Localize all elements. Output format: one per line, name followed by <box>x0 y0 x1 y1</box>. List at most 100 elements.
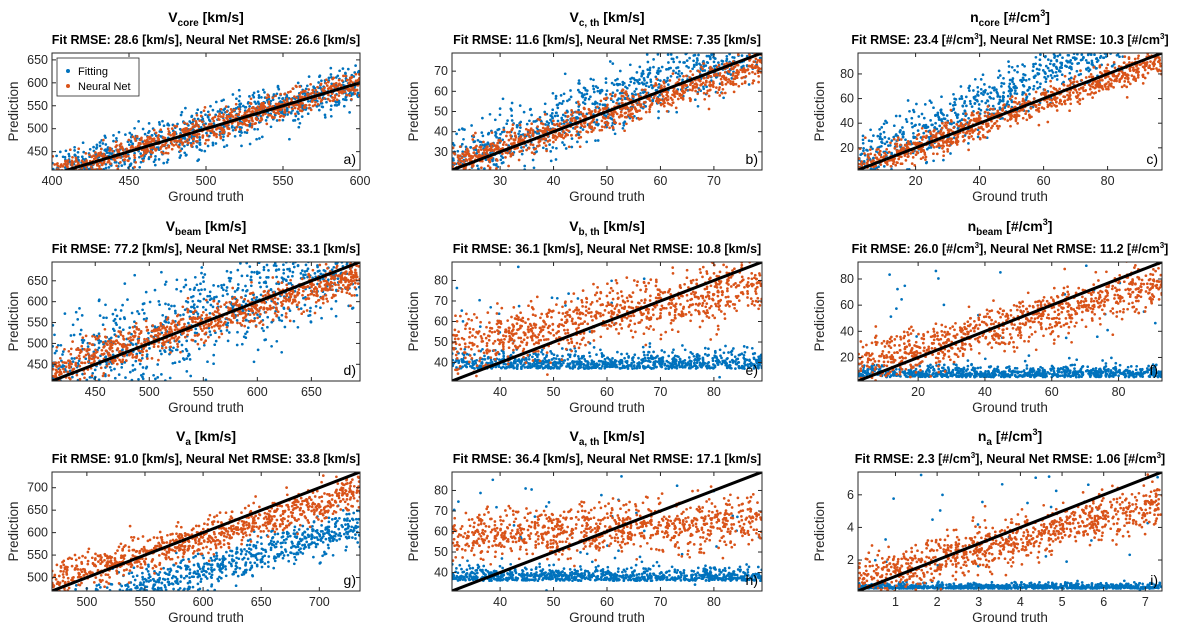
data-point <box>551 146 555 149</box>
data-point <box>185 126 189 130</box>
data-point <box>233 134 237 138</box>
data-point <box>712 60 716 64</box>
data-point <box>209 104 212 108</box>
data-point <box>1094 57 1098 61</box>
data-point <box>622 124 626 127</box>
data-point <box>1016 64 1019 68</box>
data-point <box>577 136 581 140</box>
data-point <box>1062 83 1065 86</box>
data-point <box>1046 75 1050 78</box>
data-point <box>108 149 111 153</box>
data-point <box>267 97 271 101</box>
data-point <box>1024 93 1028 96</box>
data-point <box>1016 70 1019 74</box>
data-point <box>192 141 195 145</box>
data-point <box>698 88 701 92</box>
data-point <box>129 162 133 166</box>
data-point <box>104 166 108 170</box>
data-point <box>1049 74 1053 77</box>
data-point <box>326 97 330 101</box>
data-point <box>285 93 289 97</box>
data-point <box>723 91 727 95</box>
data-point <box>480 166 483 170</box>
data-point <box>725 59 728 63</box>
data-point <box>481 134 485 138</box>
data-point <box>879 132 882 136</box>
data-point <box>1105 66 1108 70</box>
data-point <box>938 124 942 128</box>
data-point <box>717 61 720 64</box>
data-point <box>283 111 287 114</box>
data-point <box>266 93 270 97</box>
data-point <box>300 115 304 118</box>
data-point <box>179 137 183 141</box>
data-point <box>1015 110 1018 114</box>
data-point <box>242 122 246 126</box>
data-point <box>529 143 533 146</box>
data-point <box>742 75 745 79</box>
data-point <box>552 140 555 144</box>
data-point <box>333 96 337 99</box>
data-point <box>473 140 477 143</box>
data-point <box>883 142 887 146</box>
data-point <box>271 116 274 120</box>
data-point <box>510 101 514 105</box>
data-point <box>536 125 539 128</box>
data-point <box>217 126 220 130</box>
data-point <box>648 105 652 109</box>
data-point <box>324 81 328 85</box>
data-point <box>942 150 946 153</box>
data-point <box>1037 103 1041 107</box>
data-point <box>254 121 258 125</box>
data-point <box>569 89 572 92</box>
data-point <box>246 128 249 132</box>
data-point <box>489 151 492 155</box>
data-point <box>917 115 921 118</box>
legend-marker-fitting <box>66 69 70 73</box>
data-point <box>135 135 139 138</box>
data-point <box>327 93 330 97</box>
data-point <box>968 132 972 135</box>
data-point <box>73 145 76 149</box>
data-point <box>1076 62 1079 65</box>
data-point <box>612 120 616 124</box>
data-point <box>541 146 545 150</box>
data-point <box>1125 85 1129 89</box>
data-point <box>95 146 99 149</box>
data-point <box>940 111 943 115</box>
data-point <box>298 109 302 112</box>
data-point <box>339 83 343 87</box>
data-point <box>330 82 334 86</box>
data-point <box>490 131 494 134</box>
data-point <box>1048 62 1052 66</box>
data-point <box>480 131 484 134</box>
data-point <box>520 149 523 153</box>
data-point <box>226 134 230 138</box>
data-point <box>462 160 466 163</box>
data-point <box>58 170 61 173</box>
data-point <box>531 133 535 136</box>
data-point <box>703 97 707 101</box>
data-point <box>212 122 216 125</box>
data-point <box>564 147 568 150</box>
data-point <box>1092 91 1096 95</box>
data-point <box>349 76 353 80</box>
data-point <box>1126 73 1130 77</box>
data-point <box>52 171 55 174</box>
data-point <box>980 99 984 103</box>
data-point <box>157 121 161 124</box>
data-point <box>298 121 302 125</box>
data-point <box>476 138 480 142</box>
data-point <box>870 139 874 143</box>
data-point <box>1068 71 1072 75</box>
data-point <box>577 82 580 85</box>
data-point <box>235 125 239 129</box>
data-point <box>245 110 249 114</box>
data-point <box>949 119 953 122</box>
data-point <box>133 137 137 140</box>
data-point <box>308 103 311 107</box>
data-point <box>1064 64 1067 68</box>
data-point <box>649 80 653 84</box>
data-point <box>453 152 457 156</box>
